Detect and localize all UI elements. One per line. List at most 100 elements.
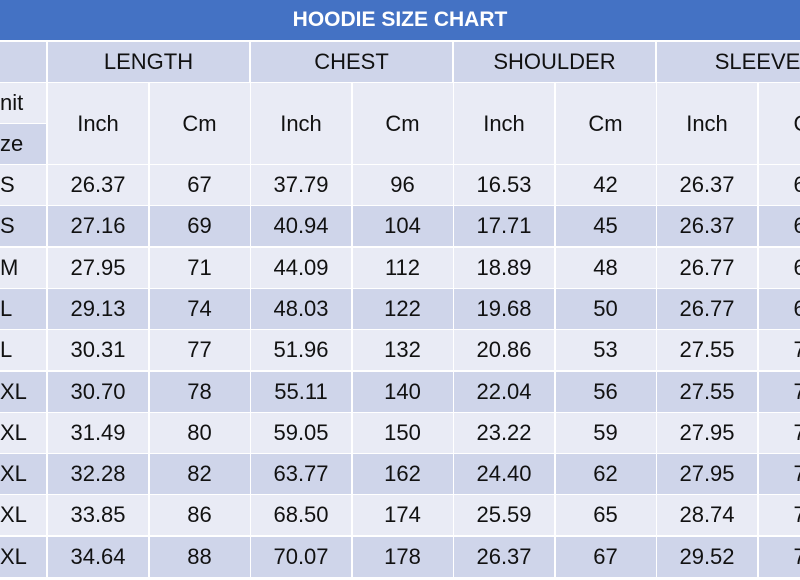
size-cell: XL xyxy=(0,495,46,536)
value-cell: 7 xyxy=(758,536,800,577)
value-cell: 59.05 xyxy=(251,412,351,453)
value-cell: 7 xyxy=(758,454,800,495)
value-cell: 27.16 xyxy=(48,206,148,247)
value-cell: 33.85 xyxy=(48,495,148,536)
group-header: SLEEVE xyxy=(657,42,800,82)
value-cell: 37.79 xyxy=(251,165,351,205)
value-cell: 31.49 xyxy=(48,412,148,453)
value-cell: 48 xyxy=(555,247,656,288)
size-label: ze xyxy=(0,124,46,164)
corner-cell xyxy=(0,42,46,82)
value-cell: 30.31 xyxy=(48,330,148,371)
unit-header: Inch xyxy=(657,83,757,164)
unit-label: nit xyxy=(0,83,46,123)
value-cell: 28.74 xyxy=(657,495,757,536)
unit-header: Inch xyxy=(454,83,554,164)
value-cell: 40.94 xyxy=(251,206,351,247)
value-cell: 82 xyxy=(149,454,250,495)
group-header: CHEST xyxy=(251,42,452,82)
value-cell: 67 xyxy=(149,165,250,205)
value-cell: 50 xyxy=(555,288,656,329)
value-cell: 26.37 xyxy=(48,165,148,205)
value-cell: 78 xyxy=(149,371,250,412)
value-cell: 6 xyxy=(758,288,800,329)
value-cell: 6 xyxy=(758,247,800,288)
value-cell: 29.52 xyxy=(657,536,757,577)
value-cell: 104 xyxy=(352,206,453,247)
value-cell: 96 xyxy=(352,165,453,205)
value-cell: 112 xyxy=(352,247,453,288)
size-cell: L xyxy=(0,288,46,329)
value-cell: 88 xyxy=(149,536,250,577)
value-cell: 24.40 xyxy=(454,454,554,495)
value-cell: 26.37 xyxy=(454,536,554,577)
value-cell: 27.95 xyxy=(657,454,757,495)
value-cell: 27.55 xyxy=(657,371,757,412)
value-cell: 63.77 xyxy=(251,454,351,495)
value-cell: 80 xyxy=(149,412,250,453)
value-cell: 53 xyxy=(555,330,656,371)
size-cell: S xyxy=(0,206,46,247)
unit-header: Cm xyxy=(149,83,250,164)
value-cell: 25.59 xyxy=(454,495,554,536)
value-cell: 174 xyxy=(352,495,453,536)
value-cell: 162 xyxy=(352,454,453,495)
value-cell: 18.89 xyxy=(454,247,554,288)
value-cell: 74 xyxy=(149,288,250,329)
value-cell: 140 xyxy=(352,371,453,412)
value-cell: 17.71 xyxy=(454,206,554,247)
value-cell: 26.77 xyxy=(657,247,757,288)
value-cell: 45 xyxy=(555,206,656,247)
value-cell: 67 xyxy=(555,536,656,577)
value-cell: 70.07 xyxy=(251,536,351,577)
value-cell: 7 xyxy=(758,330,800,371)
value-cell: 150 xyxy=(352,412,453,453)
value-cell: 20.86 xyxy=(454,330,554,371)
size-cell: XL xyxy=(0,371,46,412)
value-cell: 48.03 xyxy=(251,288,351,329)
value-cell: 26.77 xyxy=(657,288,757,329)
unit-header: C xyxy=(758,83,800,164)
value-cell: 178 xyxy=(352,536,453,577)
value-cell: 132 xyxy=(352,330,453,371)
value-cell: 7 xyxy=(758,371,800,412)
value-cell: 16.53 xyxy=(454,165,554,205)
value-cell: 19.68 xyxy=(454,288,554,329)
size-cell: S xyxy=(0,165,46,205)
size-cell: XL xyxy=(0,454,46,495)
value-cell: 34.64 xyxy=(48,536,148,577)
value-cell: 30.70 xyxy=(48,371,148,412)
value-cell: 26.37 xyxy=(657,206,757,247)
value-cell: 6 xyxy=(758,206,800,247)
value-cell: 86 xyxy=(149,495,250,536)
value-cell: 42 xyxy=(555,165,656,205)
value-cell: 32.28 xyxy=(48,454,148,495)
value-cell: 65 xyxy=(555,495,656,536)
group-header: LENGTH xyxy=(48,42,249,82)
value-cell: 55.11 xyxy=(251,371,351,412)
size-cell: M xyxy=(0,247,46,288)
size-cell: XL xyxy=(0,412,46,453)
value-cell: 62 xyxy=(555,454,656,495)
value-cell: 7 xyxy=(758,495,800,536)
value-cell: 44.09 xyxy=(251,247,351,288)
size-cell: L xyxy=(0,330,46,371)
value-cell: 22.04 xyxy=(454,371,554,412)
value-cell: 56 xyxy=(555,371,656,412)
unit-header: Inch xyxy=(251,83,351,164)
value-cell: 26.37 xyxy=(657,165,757,205)
value-cell: 29.13 xyxy=(48,288,148,329)
size-cell: XL xyxy=(0,536,46,577)
value-cell: 69 xyxy=(149,206,250,247)
value-cell: 27.95 xyxy=(657,412,757,453)
value-cell: 71 xyxy=(149,247,250,288)
value-cell: 27.55 xyxy=(657,330,757,371)
value-cell: 68.50 xyxy=(251,495,351,536)
value-cell: 6 xyxy=(758,165,800,205)
value-cell: 27.95 xyxy=(48,247,148,288)
value-cell: 77 xyxy=(149,330,250,371)
value-cell: 59 xyxy=(555,412,656,453)
value-cell: 122 xyxy=(352,288,453,329)
value-cell: 23.22 xyxy=(454,412,554,453)
